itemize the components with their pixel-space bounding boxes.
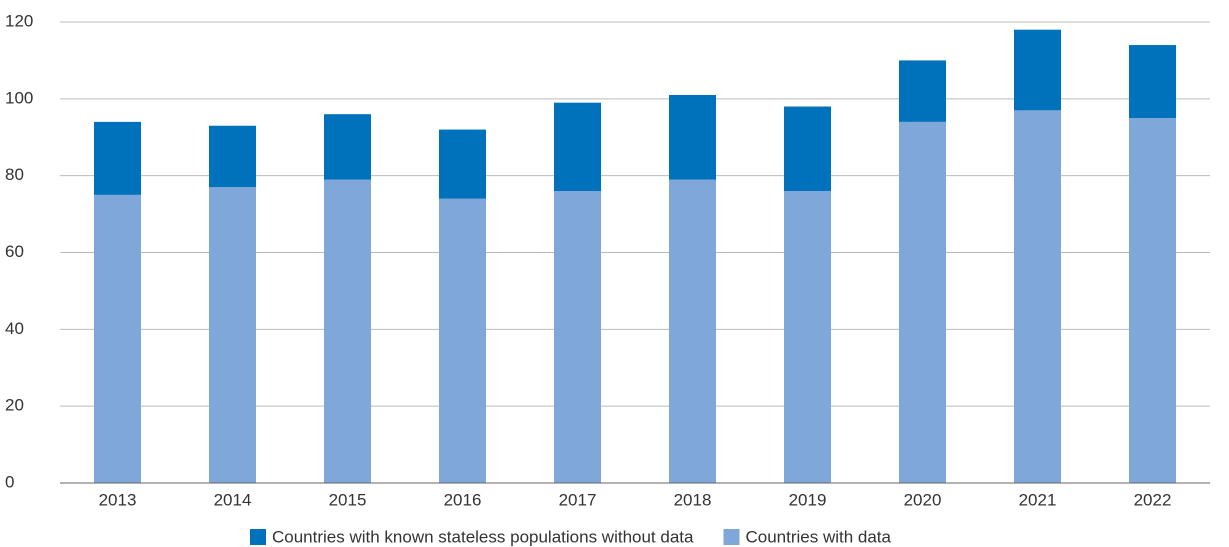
bar-segment <box>784 106 831 192</box>
bar-segment <box>899 121 946 483</box>
x-tick-label: 2022 <box>1134 490 1172 509</box>
bar-segment <box>94 194 141 483</box>
bar-segment <box>899 60 946 122</box>
bar-segment <box>439 198 486 483</box>
legend-label: Countries with known stateless populatio… <box>272 527 694 546</box>
x-tick-label: 2013 <box>99 490 137 509</box>
x-tick-label: 2021 <box>1019 490 1057 509</box>
bar-segment <box>784 191 831 484</box>
y-tick-label: 0 <box>5 472 14 491</box>
legend-swatch <box>250 529 266 545</box>
bar-segment <box>554 102 601 192</box>
bar-segment <box>1129 45 1176 119</box>
bar-segment <box>209 187 256 484</box>
x-tick-label: 2014 <box>214 490 252 509</box>
x-tick-label: 2018 <box>674 490 712 509</box>
x-tick-label: 2020 <box>904 490 942 509</box>
bar-segment <box>324 179 371 483</box>
y-tick-label: 100 <box>5 88 33 107</box>
y-tick-label: 60 <box>5 242 24 261</box>
x-tick-label: 2015 <box>329 490 367 509</box>
bar-segment <box>324 114 371 180</box>
y-tick-label: 80 <box>5 165 24 184</box>
legend-swatch <box>723 529 740 545</box>
x-tick-label: 2019 <box>789 490 827 509</box>
y-tick-label: 120 <box>5 11 33 30</box>
bar-segment <box>1014 29 1061 111</box>
bar-segment <box>669 94 716 180</box>
x-tick-label: 2017 <box>559 490 597 509</box>
bar-segment <box>1014 110 1061 483</box>
y-tick-label: 20 <box>5 396 24 415</box>
legend-label: Countries with data <box>745 527 891 546</box>
bar-segment <box>94 121 141 195</box>
y-tick-label: 40 <box>5 319 24 338</box>
bar-segment <box>439 129 486 199</box>
bar-segment <box>1129 118 1176 484</box>
bar-segment <box>554 191 601 484</box>
bar-segment <box>669 179 716 483</box>
bar-segment <box>209 125 256 188</box>
x-tick-label: 2016 <box>444 490 482 509</box>
